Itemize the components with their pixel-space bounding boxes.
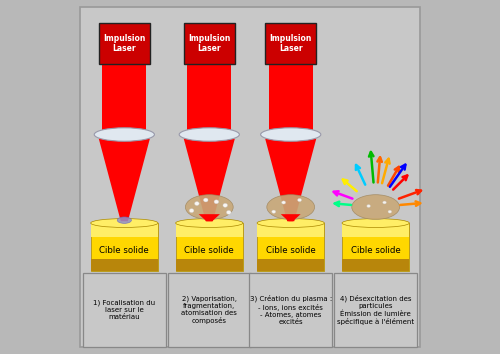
FancyBboxPatch shape — [82, 273, 166, 347]
Polygon shape — [90, 223, 158, 271]
Text: Cible solide: Cible solide — [266, 246, 316, 255]
Text: 2) Vaporisation,
fragmentation,
atomisation des
composés: 2) Vaporisation, fragmentation, atomisat… — [182, 295, 237, 324]
Polygon shape — [265, 138, 316, 221]
Text: Impulsion
Laser: Impulsion Laser — [188, 34, 230, 53]
Ellipse shape — [282, 201, 286, 204]
Polygon shape — [342, 259, 409, 271]
Polygon shape — [257, 223, 324, 237]
Ellipse shape — [383, 201, 386, 204]
Polygon shape — [257, 259, 324, 271]
Polygon shape — [184, 138, 235, 221]
Ellipse shape — [194, 202, 199, 205]
Polygon shape — [99, 138, 150, 221]
Ellipse shape — [179, 128, 240, 141]
Ellipse shape — [272, 210, 276, 213]
Polygon shape — [102, 64, 146, 131]
FancyBboxPatch shape — [265, 23, 316, 64]
Text: Impulsion
Laser: Impulsion Laser — [103, 34, 146, 53]
Ellipse shape — [204, 198, 208, 202]
Ellipse shape — [186, 195, 233, 219]
Ellipse shape — [257, 218, 324, 228]
Text: Cible solide: Cible solide — [100, 246, 149, 255]
Ellipse shape — [267, 195, 314, 219]
Polygon shape — [342, 223, 409, 271]
Text: 3) Création du plasma :
- Ions, ions excités
- Atomes, atomes
excités: 3) Création du plasma : - Ions, ions exc… — [250, 295, 332, 325]
FancyBboxPatch shape — [99, 23, 150, 64]
Polygon shape — [269, 64, 312, 131]
FancyBboxPatch shape — [334, 273, 417, 347]
FancyBboxPatch shape — [168, 273, 251, 347]
Ellipse shape — [298, 198, 302, 201]
Polygon shape — [198, 214, 220, 221]
Ellipse shape — [223, 203, 228, 207]
Ellipse shape — [367, 205, 370, 207]
Text: 4) Désexcitation des
particules
Émission de lumière
spécifique à l'élément: 4) Désexcitation des particules Émission… — [337, 295, 414, 325]
Polygon shape — [176, 223, 243, 237]
Polygon shape — [176, 259, 243, 271]
Ellipse shape — [342, 218, 409, 228]
Ellipse shape — [260, 128, 321, 141]
Ellipse shape — [226, 210, 231, 215]
Ellipse shape — [352, 195, 400, 219]
Polygon shape — [90, 223, 158, 237]
Polygon shape — [257, 223, 324, 271]
Ellipse shape — [176, 218, 243, 228]
FancyBboxPatch shape — [184, 23, 235, 64]
Polygon shape — [188, 64, 231, 131]
Text: Impulsion
Laser: Impulsion Laser — [270, 34, 312, 53]
Ellipse shape — [117, 217, 132, 223]
Polygon shape — [342, 223, 409, 237]
Polygon shape — [90, 259, 158, 271]
Text: 1) Focalisation du
laser sur le
matériau: 1) Focalisation du laser sur le matériau — [94, 299, 156, 320]
Polygon shape — [176, 223, 243, 271]
Polygon shape — [281, 214, 300, 221]
Ellipse shape — [94, 128, 154, 141]
Ellipse shape — [214, 200, 218, 204]
FancyBboxPatch shape — [249, 273, 332, 347]
Text: Cible solide: Cible solide — [184, 246, 234, 255]
Ellipse shape — [190, 209, 194, 212]
Ellipse shape — [90, 218, 158, 228]
Text: Cible solide: Cible solide — [351, 246, 401, 255]
Ellipse shape — [388, 210, 392, 213]
